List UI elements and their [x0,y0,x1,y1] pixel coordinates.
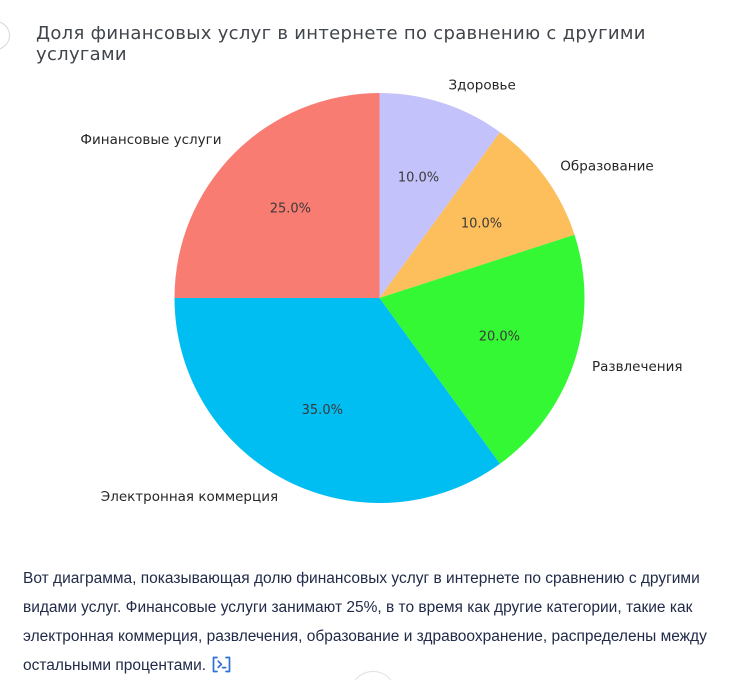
assistant-message: Вот диаграмма, показывающая долю финансо… [23,564,723,680]
pie-percent-label: 10.0% [398,171,439,186]
pie-percent-label: 25.0% [270,201,311,216]
pie-slice [379,93,500,298]
pie-percent-label: 35.0% [302,403,343,418]
pie-percent-label: 10.0% [461,216,502,231]
pie-slice [174,93,380,298]
pie-category-label: Образование [560,159,653,175]
pie-percent-label: 20.0% [479,330,520,345]
pie-slice [379,132,575,298]
chart-title: Доля финансовых услуг в интернете по сра… [36,23,646,65]
code-terminal-icon[interactable] [211,654,232,680]
pie-category-label: Развлечения [592,359,683,375]
pie-chart: 10.0% Здоровье 10.0% Образование 20.0% Развле… [80,78,683,506]
pie-category-label: Финансовые услуги [80,132,221,148]
pie-slice [174,298,500,503]
assistant-message-text: Вот диаграмма, показывающая долю финансо… [23,570,707,674]
pie-slice [379,234,585,464]
pie-category-label: Электронная коммерция [101,489,278,505]
pie-category-label: Здоровье [449,78,516,94]
